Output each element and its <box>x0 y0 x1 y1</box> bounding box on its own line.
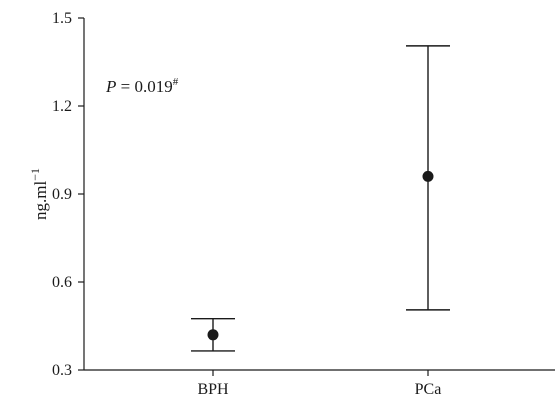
x-tick-label: PCa <box>415 381 442 398</box>
mean-point-bph <box>207 329 219 341</box>
p-value-text: = 0.019 <box>116 77 172 96</box>
y-axis: 0.3 0.6 0.9 1.2 1.5 <box>52 10 85 379</box>
x-tick-label: BPH <box>197 381 229 398</box>
mean-point-pca <box>422 170 434 182</box>
y-axis-label-base: ng.ml <box>31 181 50 220</box>
y-axis-label: ng.ml−1 <box>28 168 50 220</box>
data-marks <box>191 45 450 352</box>
x-axis: BPH PCa <box>84 369 555 398</box>
y-tick-label: 0.9 <box>52 186 72 203</box>
y-tick-label: 0.3 <box>52 362 72 379</box>
y-tick-label: 0.6 <box>52 274 72 291</box>
y-tick-label: 1.5 <box>52 10 72 27</box>
p-value-prefix: P <box>105 77 116 96</box>
y-axis-label-superscript: −1 <box>28 168 42 181</box>
x-ticks: BPH PCa <box>197 370 441 398</box>
error-bar-pca <box>406 45 450 311</box>
error-bar-bph <box>191 317 235 352</box>
y-ticks: 0.3 0.6 0.9 1.2 1.5 <box>52 10 84 379</box>
p-value-superscript: # <box>173 76 179 88</box>
p-value-annotation: P = 0.019# <box>105 76 179 96</box>
y-tick-label: 1.2 <box>52 98 72 115</box>
